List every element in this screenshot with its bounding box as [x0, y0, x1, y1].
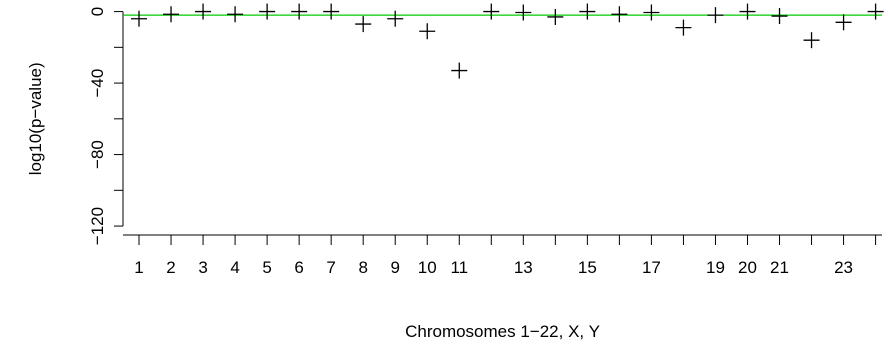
data-point [483, 3, 500, 20]
y-tick-label: −40 [88, 69, 107, 98]
data-point [451, 62, 468, 79]
data-point [739, 3, 756, 20]
data-point [771, 8, 788, 25]
data-point [643, 4, 660, 21]
x-tick-label: 19 [706, 258, 725, 277]
data-point [259, 3, 276, 20]
data-point [227, 6, 244, 23]
x-tick-label: 17 [642, 258, 661, 277]
x-tick-label: 23 [834, 258, 853, 277]
y-axis-ticks: 0 −40 −80 −120 [88, 7, 123, 245]
x-tick-label: 20 [738, 258, 757, 277]
data-point [355, 16, 372, 33]
data-point [579, 3, 596, 20]
x-tick-label: 2 [166, 258, 175, 277]
x-tick-label: 9 [390, 258, 399, 277]
x-tick-label: 10 [418, 258, 437, 277]
x-axis-ticks: 1 2 3 4 5 6 7 8 9 10 11 13 15 17 19 20 21 23 [134, 235, 877, 277]
y-tick-label: −120 [88, 207, 107, 245]
x-tick-label: 13 [514, 258, 533, 277]
y-tick-label: −80 [88, 140, 107, 169]
x-tick-label: 1 [134, 258, 143, 277]
data-point [675, 19, 692, 36]
y-axis-title: log10(p−value) [26, 62, 45, 175]
data-points [131, 3, 884, 79]
data-point [867, 3, 884, 20]
data-point [419, 23, 436, 40]
plot-frame [122, 11, 882, 236]
data-point [131, 10, 148, 27]
data-point [803, 32, 820, 49]
x-tick-label: 6 [294, 258, 303, 277]
x-axis-title: Chromosomes 1−22, X, Y [405, 322, 600, 341]
data-point [163, 6, 180, 23]
data-point [547, 8, 564, 25]
data-point [323, 3, 340, 20]
x-tick-label: 3 [198, 258, 207, 277]
x-tick-label: 5 [262, 258, 271, 277]
y-tick-label: 0 [88, 7, 107, 16]
x-tick-label: 11 [450, 258, 468, 277]
data-point [195, 3, 212, 20]
data-point [291, 3, 308, 20]
data-point [611, 6, 628, 23]
x-tick-label: 21 [770, 258, 789, 277]
x-tick-label: 8 [358, 258, 367, 277]
data-point [707, 7, 724, 24]
x-tick-label: 4 [230, 258, 239, 277]
data-point [515, 4, 532, 21]
data-point [835, 14, 852, 31]
data-point [387, 10, 404, 27]
x-tick-label: 7 [326, 258, 335, 277]
x-tick-label: 15 [578, 258, 597, 277]
